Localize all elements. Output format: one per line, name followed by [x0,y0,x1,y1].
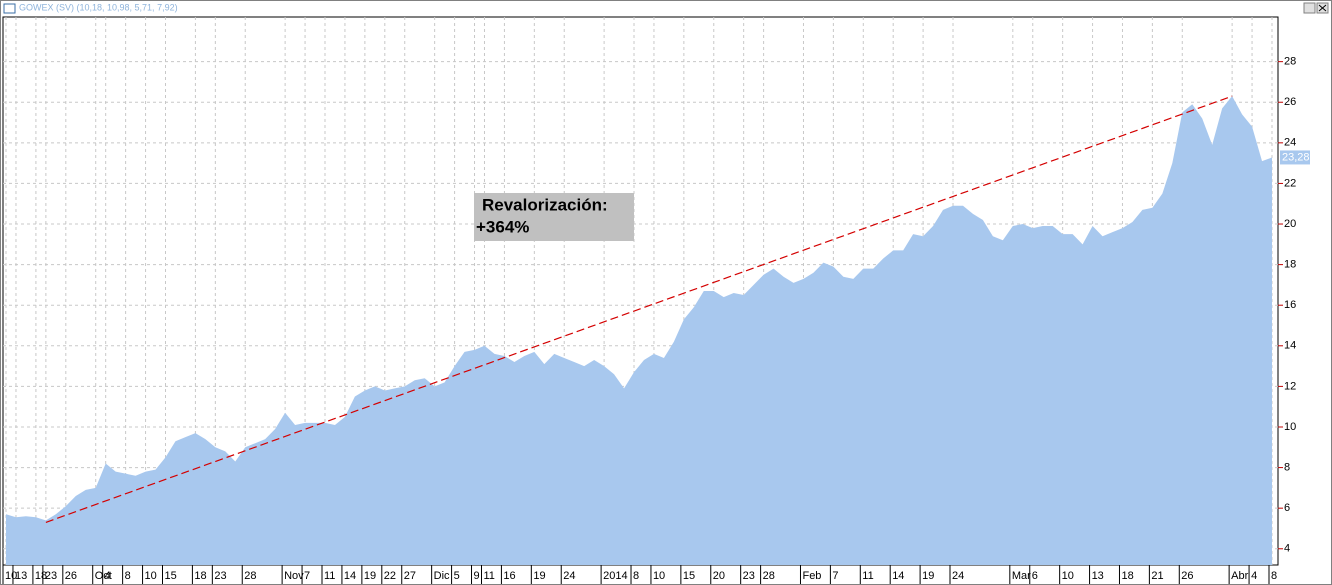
chart-title: GOWEX (SV) (10,18, 10,98, 5,71, 7,92) [19,2,178,12]
annotation-text: +364% [476,217,529,236]
y-tick-label: 24 [1284,137,1296,149]
x-tick-label: 8 [125,570,131,582]
x-tick-label: 20 [713,570,725,582]
x-tick-label: 28 [763,570,775,582]
x-tick-label: 13 [1092,570,1104,582]
y-tick-label: 28 [1284,56,1296,68]
annotation-text: Revalorización: [482,195,608,214]
x-tick-label: 11 [324,570,335,582]
x-tick-label: 7 [304,570,310,582]
x-tick-label: 9 [474,570,480,582]
x-tick-label: 4 [1251,570,1257,582]
restore-button[interactable] [1303,2,1316,14]
y-tick-label: 18 [1284,259,1296,271]
x-tick-label: 10 [1062,570,1074,582]
x-tick-label: 11 [483,570,494,582]
x-tick-label: Abr [1231,570,1248,582]
x-tick-label: Dic [434,570,450,582]
x-tick-label: 18 [35,570,47,582]
x-tick-label: 16 [503,570,515,582]
x-tick-label: 5 [454,570,460,582]
title-bar [1,1,1331,16]
x-tick-label: 11 [862,570,873,582]
x-tick-label: 24 [563,570,575,582]
x-tick-label: 6 [1032,570,1038,582]
x-tick-label: 14 [892,570,904,582]
x-tick-label: 21 [1151,570,1163,582]
y-tick-label: 4 [1284,543,1290,555]
x-tick-label: 4 [105,570,111,582]
y-tick-label: 26 [1284,96,1296,108]
y-tick-label: 8 [1284,461,1290,473]
x-tick-label: 27 [404,570,416,582]
x-tick-label: 19 [364,570,376,582]
y-tick-label: 22 [1284,177,1296,189]
window-icon [3,3,16,14]
x-tick-label: 28 [244,570,256,582]
x-tick-label: 10 [145,570,157,582]
y-tick-label: 10 [1284,421,1296,433]
x-tick-label: 2014 [603,570,627,582]
last-value-box [1280,150,1310,165]
x-tick-label: 15 [164,570,176,582]
price-area [6,96,1272,566]
x-tick-label: 7 [832,570,838,582]
close-icon [1318,4,1327,12]
y-tick-label: 6 [1284,502,1290,514]
x-tick-label: 18 [1121,570,1133,582]
x-tick-label: 18 [194,570,206,582]
x-tick-label: 23 [45,570,57,582]
x-tick-label: Feb [802,570,821,582]
x-tick-label: 10 [653,570,665,582]
x-tick-label: 26 [65,570,77,582]
x-tick-label: 19 [922,570,934,582]
x-tick-label: Oct [95,570,112,582]
x-tick-label: 26 [1181,570,1193,582]
x-tick-label: 14 [344,570,356,582]
x-tick-label: Mar [1012,570,1031,582]
x-tick-label: 10 [5,570,17,582]
y-tick-label: 14 [1284,340,1296,352]
x-tick-label: 8 [1271,570,1277,582]
x-tick-label: 23 [214,570,226,582]
x-tick-label: 23 [743,570,755,582]
x-tick-label: 8 [633,570,639,582]
x-tick-label: 24 [952,570,964,582]
x-tick-label: 15 [683,570,695,582]
x-tick-label: 19 [533,570,545,582]
x-tick-label: 13 [15,570,27,582]
y-tick-label: 20 [1284,218,1296,230]
annotation-box [474,193,634,241]
x-tick-label: 22 [384,570,396,582]
y-tick-label: 12 [1284,380,1296,392]
trend-line [45,95,1233,523]
x-tick-label: Nov [284,570,304,582]
y-tick-label: 16 [1284,299,1296,311]
last-value-label: 23,28 [1282,151,1310,163]
